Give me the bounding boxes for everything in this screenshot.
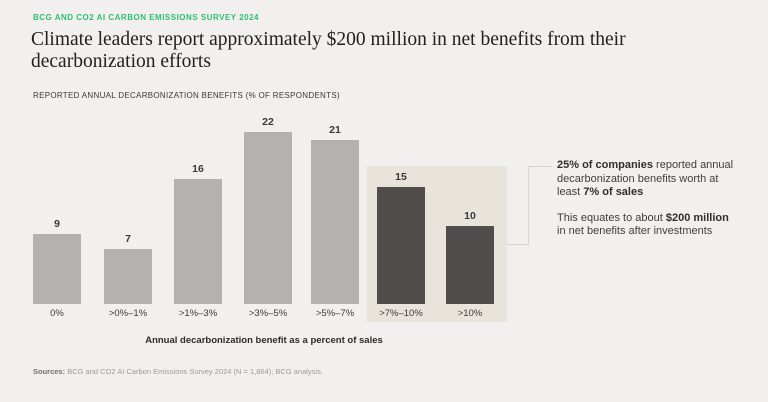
- annotation-paragraph-1: 25% of companies reported annual decarbo…: [557, 159, 735, 200]
- x-axis-tick-label: >3%–5%: [248, 308, 288, 319]
- x-axis-tick-label: >10%: [457, 308, 483, 319]
- bar: [104, 249, 152, 304]
- x-axis-tick-label: >1%–3%: [178, 308, 218, 319]
- x-axis-tick-label: >5%–7%: [315, 308, 355, 319]
- annotation-text: in net benefits after investments: [557, 225, 713, 237]
- bar-value-label: 15: [395, 171, 407, 183]
- bar-value-label: 22: [262, 116, 274, 128]
- annotation-text: reported annual decarbonization benefits…: [557, 159, 734, 198]
- annotation-bold-text: 7% of sales: [583, 186, 644, 198]
- page-title: Climate leaders report approximately $20…: [31, 29, 626, 72]
- x-axis-tick-label: >7%–10%: [379, 308, 423, 319]
- bar: [33, 234, 81, 304]
- bar: [311, 140, 359, 304]
- bar-value-label: 7: [125, 233, 131, 245]
- annotation-bold-text: $200 million: [665, 211, 729, 224]
- chart-annotation: 25% of companies reported annual decarbo…: [557, 159, 735, 239]
- annotation-connector-line: [507, 244, 528, 245]
- bar-value-label: 10: [464, 210, 476, 222]
- x-axis-label: Annual decarbonization benefit as a perc…: [145, 335, 383, 346]
- annotation-connector-line: [528, 166, 529, 245]
- bar-value-label: 21: [329, 124, 341, 136]
- bar-highlighted: [377, 187, 425, 304]
- sources-label: Sources:: [33, 367, 66, 376]
- annotation-paragraph-2: This equates to about $200 million in ne…: [557, 212, 735, 239]
- annotation-text: This equates to about: [557, 211, 666, 224]
- sources-note: Sources: BCG and CO2 AI Carbon Emissions…: [33, 367, 323, 376]
- sources-text: BCG and CO2 AI Carbon Emissions Survey 2…: [65, 367, 323, 376]
- annotation-connector-line: [528, 166, 551, 167]
- chart-subtitle: REPORTED ANNUAL DECARBONIZATION BENEFITS…: [33, 91, 340, 100]
- bar-highlighted: [446, 226, 494, 304]
- bar: [174, 179, 222, 304]
- survey-kicker: BCG AND CO2 AI CARBON EMISSIONS SURVEY 2…: [33, 13, 259, 22]
- bar: [244, 132, 292, 304]
- x-axis-tick-label: 0%: [50, 308, 64, 319]
- bar-value-label: 9: [54, 218, 60, 230]
- annotation-bold-text: 25% of companies: [557, 159, 653, 171]
- x-axis-tick-label: >0%–1%: [108, 308, 148, 319]
- bar-value-label: 16: [192, 163, 204, 175]
